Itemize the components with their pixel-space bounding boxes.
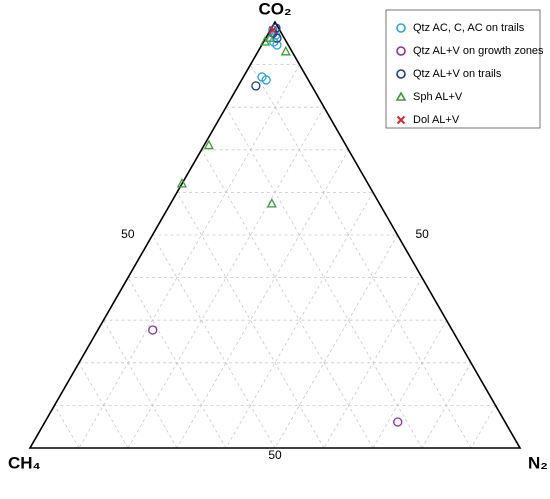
grid-line <box>103 320 178 449</box>
legend-label: Dol AL+V <box>413 114 460 126</box>
tick-label: 50 <box>416 227 430 241</box>
grid-line <box>225 192 374 449</box>
vertex-label: CO₂ <box>258 0 291 18</box>
data-point <box>176 177 187 188</box>
legend-marker <box>396 115 406 125</box>
grid-line <box>176 149 349 449</box>
grid-line <box>176 192 325 449</box>
grid-line <box>78 362 129 449</box>
legend-label: Qtz AC, C, AC on trails <box>413 22 525 34</box>
legend-label: Qtz AL+V on trails <box>413 68 502 80</box>
vertex-label: CH₄ <box>8 453 41 472</box>
grid <box>54 64 496 449</box>
data-point <box>251 81 261 91</box>
data-point <box>280 45 291 56</box>
legend-marker <box>396 69 406 79</box>
data-point <box>272 40 282 50</box>
grid-line <box>54 405 80 449</box>
data-point <box>203 139 214 150</box>
data-point <box>268 25 277 35</box>
data-point <box>271 23 281 33</box>
tick-label: 50 <box>121 227 135 241</box>
legend-marker <box>395 91 407 101</box>
vertex-label: N₂ <box>528 453 548 472</box>
legend-label: Sph AL+V <box>413 91 463 103</box>
tick-label: 50 <box>268 448 282 462</box>
grid-line <box>274 234 398 449</box>
legend-box <box>385 9 541 129</box>
grid-line <box>470 405 496 449</box>
data-point <box>148 325 158 335</box>
grid-line <box>250 64 472 449</box>
data-point <box>261 75 271 85</box>
grid-line <box>201 149 374 449</box>
legend-label: Qtz AL+V on growth zones <box>413 45 544 57</box>
legend-marker <box>396 23 406 33</box>
axis-frame <box>28 20 522 449</box>
grid-line <box>372 320 447 449</box>
data-point <box>265 32 276 42</box>
grid-line <box>78 64 300 449</box>
data-point <box>266 198 277 208</box>
legend-marker <box>396 46 406 56</box>
grid-line <box>323 277 423 449</box>
grid-line <box>421 362 472 449</box>
grid-line <box>152 234 276 449</box>
data-point <box>393 417 403 427</box>
